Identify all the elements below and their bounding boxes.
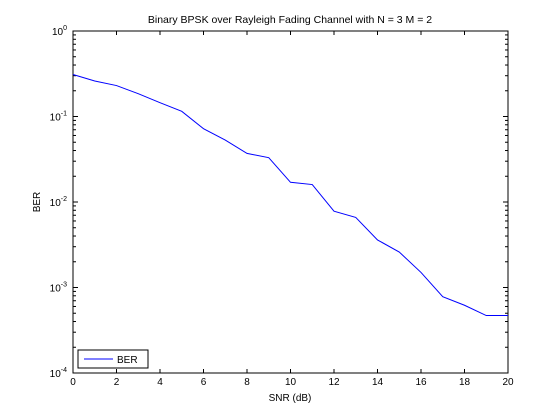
x-tick-label: 6	[201, 377, 207, 388]
legend: BER	[77, 349, 149, 369]
y-tick-label: 10-2	[50, 196, 67, 209]
x-tick-label: 0	[70, 377, 76, 388]
x-tick-label: 10	[285, 377, 297, 388]
x-tick-label: 8	[244, 377, 250, 388]
x-tick-labels: 0 2 4 6 8 10 12 14 16 18 20	[70, 377, 514, 388]
x-tick-label: 18	[459, 377, 471, 388]
x-tick-label: 20	[502, 377, 514, 388]
y-axis-label: BER	[32, 192, 43, 213]
y-tick-label: 100	[52, 25, 67, 38]
y-tick-label: 10-3	[50, 282, 67, 295]
x-axis-label: SNR (dB)	[269, 393, 312, 404]
chart-title: Binary BPSK over Rayleigh Fading Channel…	[148, 14, 432, 26]
series-line-ber	[72, 74, 508, 317]
x-tick-label: 14	[372, 377, 384, 388]
y-tick-label: 10-4	[50, 367, 67, 380]
x-tick-label: 12	[328, 377, 340, 388]
y-tick-labels: 10-4 10-3 10-2 10-1 100	[50, 25, 67, 380]
series-layer	[72, 74, 508, 317]
y-tick-label: 10-1	[50, 111, 67, 124]
x-tick-label: 16	[415, 377, 427, 388]
legend-label: BER	[117, 355, 138, 366]
x-tick-label: 2	[114, 377, 120, 388]
x-tick-label: 4	[157, 377, 163, 388]
axis-ticks	[72, 30, 509, 374]
plot-area	[72, 30, 509, 374]
